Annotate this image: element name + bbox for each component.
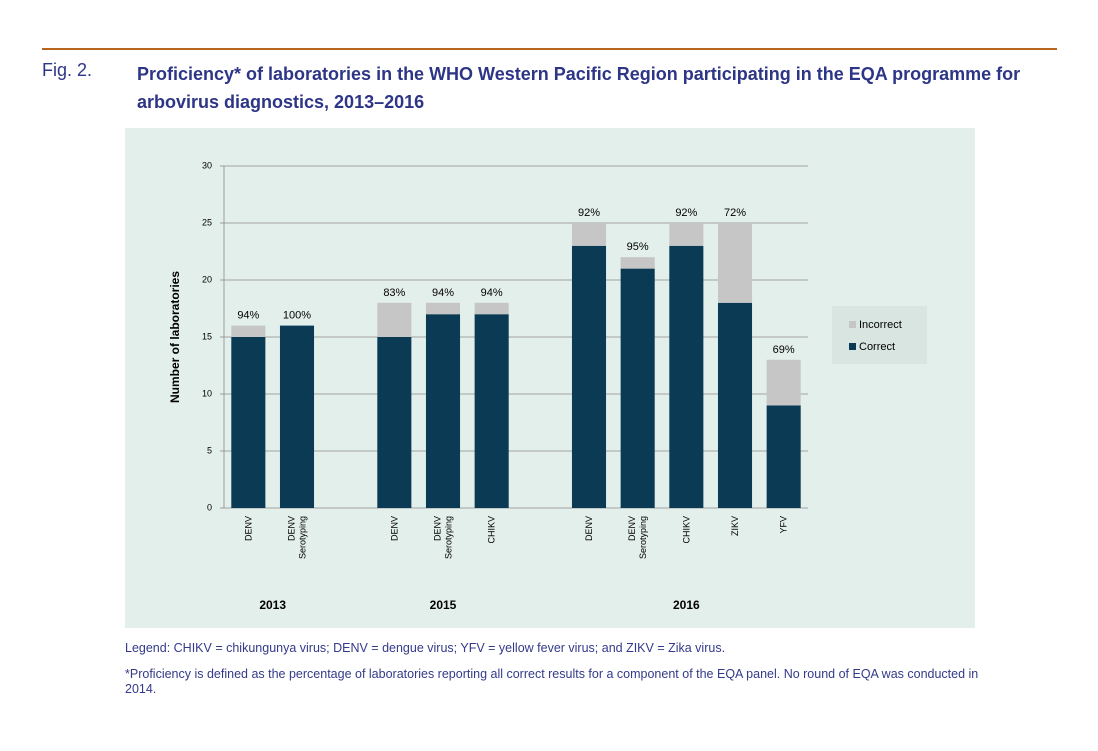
legend-label: Correct — [859, 341, 895, 353]
x-tick-label: ZIKV — [730, 516, 740, 536]
data-label: 94% — [432, 287, 454, 299]
y-tick-label: 5 — [207, 445, 212, 455]
bar-segment — [717, 302, 753, 508]
data-label: 83% — [383, 287, 405, 299]
x-tick-label: CHIKV — [487, 516, 497, 544]
y-tick-label: 10 — [202, 388, 212, 398]
x-tick-label: DENVSerotyping — [627, 516, 648, 559]
y-tick-label: 20 — [202, 274, 212, 284]
bar-segment — [669, 223, 704, 246]
bar-segment — [766, 359, 801, 406]
bar-segment — [425, 302, 461, 315]
bar-segment — [425, 314, 461, 508]
data-label: 100% — [283, 310, 311, 322]
data-label: 92% — [578, 207, 600, 219]
data-label: 95% — [627, 241, 649, 253]
bar-segment — [669, 245, 704, 509]
bar-segment — [377, 337, 412, 508]
legend-note: Legend: CHIKV = chikungunya virus; DENV … — [125, 641, 726, 655]
bar-segment — [571, 245, 607, 509]
chart-panel — [125, 128, 975, 628]
y-tick-label: 25 — [202, 217, 212, 227]
x-tick-label: YFV — [779, 516, 789, 534]
x-tick-label: DENV — [584, 516, 594, 541]
bar-segment — [620, 257, 655, 269]
y-tick-label: 15 — [202, 331, 212, 341]
bar-segment — [231, 325, 266, 337]
y-axis-label: Number of laboratories — [168, 271, 182, 403]
x-tick-label: CHIKV — [681, 516, 691, 544]
group-label: 2016 — [673, 598, 700, 612]
bar-segment — [377, 302, 412, 337]
x-tick-label: DENVSerotyping — [433, 516, 454, 559]
data-label: 92% — [675, 207, 697, 219]
group-label: 2013 — [259, 598, 286, 612]
bar-segment — [571, 223, 607, 246]
bar-segment — [620, 268, 655, 508]
legend-swatch — [849, 343, 856, 350]
x-tick-label: DENVSerotyping — [287, 516, 308, 559]
bar-segment — [766, 405, 801, 508]
bar-segment — [474, 302, 509, 315]
data-label: 94% — [237, 310, 259, 322]
data-label: 72% — [724, 207, 746, 219]
data-label: 94% — [481, 287, 503, 299]
data-label: 69% — [773, 344, 795, 356]
legend-box — [832, 306, 927, 364]
top-rule — [42, 48, 1057, 50]
footnote: *Proficiency is defined as the percentag… — [125, 667, 979, 696]
bar-segment — [474, 314, 509, 508]
bar-segment — [279, 325, 315, 508]
group-label: 2015 — [430, 598, 457, 612]
figure-title: Proficiency* of laboratories in the WHO … — [137, 64, 1021, 112]
y-tick-label: 30 — [202, 160, 212, 170]
x-tick-label: DENV — [389, 516, 399, 541]
y-tick-label: 0 — [207, 502, 212, 512]
legend-label: Incorrect — [859, 319, 902, 331]
bar-segment — [717, 223, 753, 303]
x-tick-label: DENV — [243, 516, 253, 541]
figure-label: Fig. 2. — [42, 60, 93, 80]
legend-swatch — [849, 321, 856, 328]
bar-segment — [231, 337, 266, 508]
